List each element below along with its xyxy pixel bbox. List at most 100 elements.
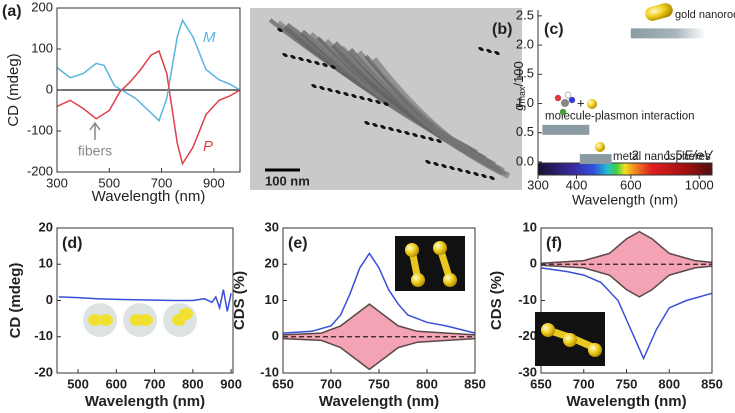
particle xyxy=(405,243,419,257)
y-tick-label: -100 xyxy=(27,122,53,137)
rod xyxy=(486,48,492,54)
energy-tick-label: 1.5 xyxy=(665,147,683,162)
rod xyxy=(327,87,333,93)
annotation: fibers xyxy=(78,143,112,159)
y-tick-label: -10 xyxy=(260,364,279,379)
y-tick-label: 0.5 xyxy=(516,124,534,139)
y-tick-label: 20 xyxy=(265,256,279,271)
rod xyxy=(372,122,378,128)
particle xyxy=(588,343,602,357)
particle xyxy=(88,314,102,326)
rod xyxy=(436,138,442,144)
rod xyxy=(322,62,328,68)
molecule xyxy=(561,99,569,107)
nanorod xyxy=(645,3,673,21)
rod xyxy=(457,167,463,173)
x-tick-label: 800 xyxy=(182,376,204,391)
x-tick-label: 700 xyxy=(320,376,342,391)
x-tick-label: 850 xyxy=(464,376,486,391)
x-tick-label: 600 xyxy=(105,376,127,391)
x-tick-label: 850 xyxy=(701,376,723,391)
y-tick-label: 10 xyxy=(265,292,279,307)
plot-frame xyxy=(56,227,234,374)
y-tick-label: 0.0 xyxy=(516,153,534,168)
rod xyxy=(314,60,320,66)
rod xyxy=(383,101,389,107)
x-tick-label: 900 xyxy=(220,376,242,391)
y-tick-label: 30 xyxy=(265,219,279,234)
y-axis-title: CDS (%) xyxy=(488,271,505,330)
title-bg xyxy=(59,234,91,254)
title-bg xyxy=(285,234,317,254)
particle xyxy=(411,273,425,287)
rod xyxy=(335,89,341,95)
rod xyxy=(425,159,431,165)
x-axis-title: Wavelength (nm) xyxy=(85,393,205,410)
rod xyxy=(351,93,357,99)
title-bg xyxy=(543,234,575,254)
rod xyxy=(290,54,296,60)
series-line xyxy=(56,18,241,123)
rod xyxy=(298,56,304,62)
rod xyxy=(367,97,373,103)
rod xyxy=(311,83,317,89)
panel-label: (b) xyxy=(492,21,512,38)
rod xyxy=(375,99,381,105)
particle xyxy=(563,333,577,347)
y-tick-label: 1.0 xyxy=(516,95,534,110)
panel-label: (d) xyxy=(62,235,82,252)
series-line xyxy=(56,49,241,166)
y-axis-title: CDS (%) xyxy=(231,271,248,330)
energy-tick-label: 2 xyxy=(632,147,639,162)
x-tick-label: 800 xyxy=(658,376,680,391)
rod xyxy=(277,27,283,33)
x-tick-label: 500 xyxy=(67,376,89,391)
atom xyxy=(559,108,567,116)
x-tick-label: 300 xyxy=(527,177,549,192)
plus: + xyxy=(577,95,585,110)
particle xyxy=(99,314,113,326)
y-tick-label: 0 xyxy=(272,328,279,343)
series-line xyxy=(540,230,713,264)
bar-label: molecule-plasmon interaction xyxy=(545,110,695,122)
x-axis-title: Wavelength (nm) xyxy=(566,393,686,410)
x-tick-label: 600 xyxy=(620,177,642,192)
panel-label: (f) xyxy=(546,235,562,252)
energy-label: E/eV xyxy=(684,147,714,162)
particle xyxy=(433,241,447,255)
series-line xyxy=(282,252,476,334)
plot-frame xyxy=(56,7,241,173)
y-tick-label: 100 xyxy=(31,40,53,55)
particle xyxy=(541,323,555,337)
rod xyxy=(473,171,479,177)
rod xyxy=(481,173,487,179)
series-line xyxy=(540,264,713,298)
rod xyxy=(388,126,394,132)
y-tick-label: -20 xyxy=(518,328,537,343)
x-tick-label: 650 xyxy=(530,376,552,391)
x-axis-title: Wavelength (nm) xyxy=(319,393,439,410)
rod xyxy=(282,52,288,58)
rod xyxy=(306,58,312,64)
series-line xyxy=(282,337,476,371)
rod xyxy=(319,85,325,91)
x-tick-label: 650 xyxy=(272,376,294,391)
y-tick-label: -10 xyxy=(34,328,53,343)
y-tick-label: -30 xyxy=(518,364,537,379)
range-bar xyxy=(579,154,612,165)
arrow xyxy=(89,121,101,140)
plot-frame xyxy=(282,227,476,374)
y-axis-title-part: max xyxy=(517,86,527,104)
series-label: M xyxy=(203,29,216,46)
rod xyxy=(404,130,410,136)
y-axis-title: gmax/100 xyxy=(511,61,527,111)
rod xyxy=(420,134,426,140)
series-line xyxy=(282,303,476,336)
y-tick-label: -200 xyxy=(27,163,53,178)
particle xyxy=(179,308,193,320)
y-tick-label: 10 xyxy=(39,256,53,271)
range-bar xyxy=(630,28,706,39)
rod xyxy=(494,50,500,56)
rod xyxy=(380,124,386,130)
